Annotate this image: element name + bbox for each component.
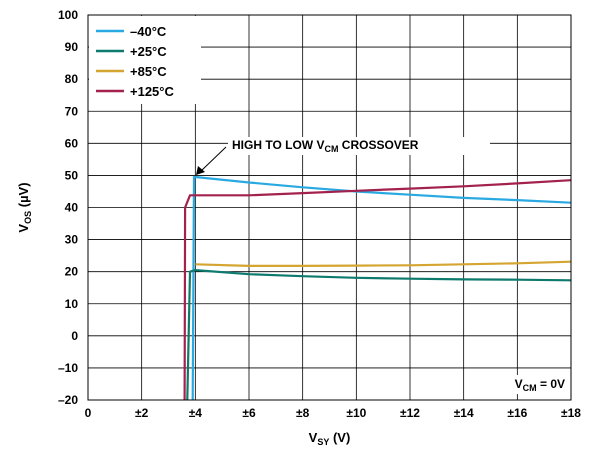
condition-label-sub: CM (523, 383, 537, 393)
y-tick-label: 10 (65, 297, 79, 311)
x-tick-label: ±12 (400, 406, 420, 420)
crossover-arrowhead (195, 166, 205, 176)
y-axis-title-unit: (µV) (16, 182, 31, 210)
y-tick-label: 0 (71, 329, 78, 343)
y-tick-labels: –20 –10 0 10 20 30 40 50 60 70 80 90 100 (58, 8, 78, 407)
y-tick-label: 30 (65, 233, 79, 247)
condition-label: VCM = 0V (515, 377, 565, 393)
crossover-annotation-background (228, 137, 490, 155)
y-axis-title: VOS (µV) (16, 182, 33, 232)
y-axis-title-sub: OS (23, 211, 33, 224)
crossover-label-rest: CROSSOVER (338, 138, 418, 152)
x-axis-title-unit: (V) (329, 430, 350, 445)
legend-label-2: +85°C (130, 64, 167, 79)
x-tick-label: ±8 (296, 406, 310, 420)
y-tick-label: –20 (58, 393, 78, 407)
y-tick-label: –10 (58, 361, 78, 375)
y-tick-label: 90 (65, 40, 79, 54)
crossover-annotation: HIGH TO LOW VCM CROSSOVER (195, 137, 490, 176)
x-axis-title-sub: SY (317, 437, 329, 447)
series-layer (183, 175, 571, 400)
x-axis-title: VSY (V) (309, 430, 351, 447)
series-line-1 (186, 269, 571, 400)
x-tick-labels: 0 ±2 ±4 ±6 ±8 ±10 ±12 ±14 ±16 ±18 (85, 406, 582, 420)
y-tick-label: 70 (65, 104, 79, 118)
legend: –40°C +25°C +85°C +125°C (89, 16, 201, 104)
condition-label-main: V (515, 377, 523, 391)
y-tick-label: 60 (65, 136, 79, 150)
crossover-label-sub: CM (324, 144, 338, 154)
crossover-arrow (200, 146, 227, 172)
legend-label-1: +25°C (130, 44, 167, 59)
series-line-3 (183, 179, 571, 400)
y-tick-label: 20 (65, 265, 79, 279)
series-line-2 (195, 260, 571, 267)
series-line-0 (191, 175, 571, 400)
x-tick-label: ±4 (189, 406, 203, 420)
y-tick-label: 100 (58, 8, 78, 22)
x-axis-title-main: V (309, 430, 318, 445)
crossover-label-main: HIGH TO LOW V (232, 138, 324, 152)
y-axis-title-main: V (16, 224, 31, 233)
legend-label-0: –40°C (130, 24, 167, 39)
crossover-label: HIGH TO LOW VCM CROSSOVER (232, 138, 419, 154)
y-tick-label: 50 (65, 168, 79, 182)
condition-annotation: VCM = 0V (481, 375, 567, 394)
y-tick-label: 80 (65, 72, 79, 86)
plot-frame (87, 14, 572, 401)
x-tick-label: ±18 (561, 406, 581, 420)
x-tick-label: ±2 (135, 406, 149, 420)
x-tick-label: ±6 (242, 406, 256, 420)
x-tick-label: 0 (85, 406, 92, 420)
y-tick-label: 40 (65, 201, 79, 215)
condition-label-rest: = 0V (537, 377, 565, 391)
condition-annotation-background (481, 375, 567, 394)
legend-label-3: +125°C (130, 84, 174, 99)
x-tick-label: ±16 (507, 406, 527, 420)
x-tick-label: ±10 (346, 406, 366, 420)
x-tick-label: ±14 (454, 406, 474, 420)
